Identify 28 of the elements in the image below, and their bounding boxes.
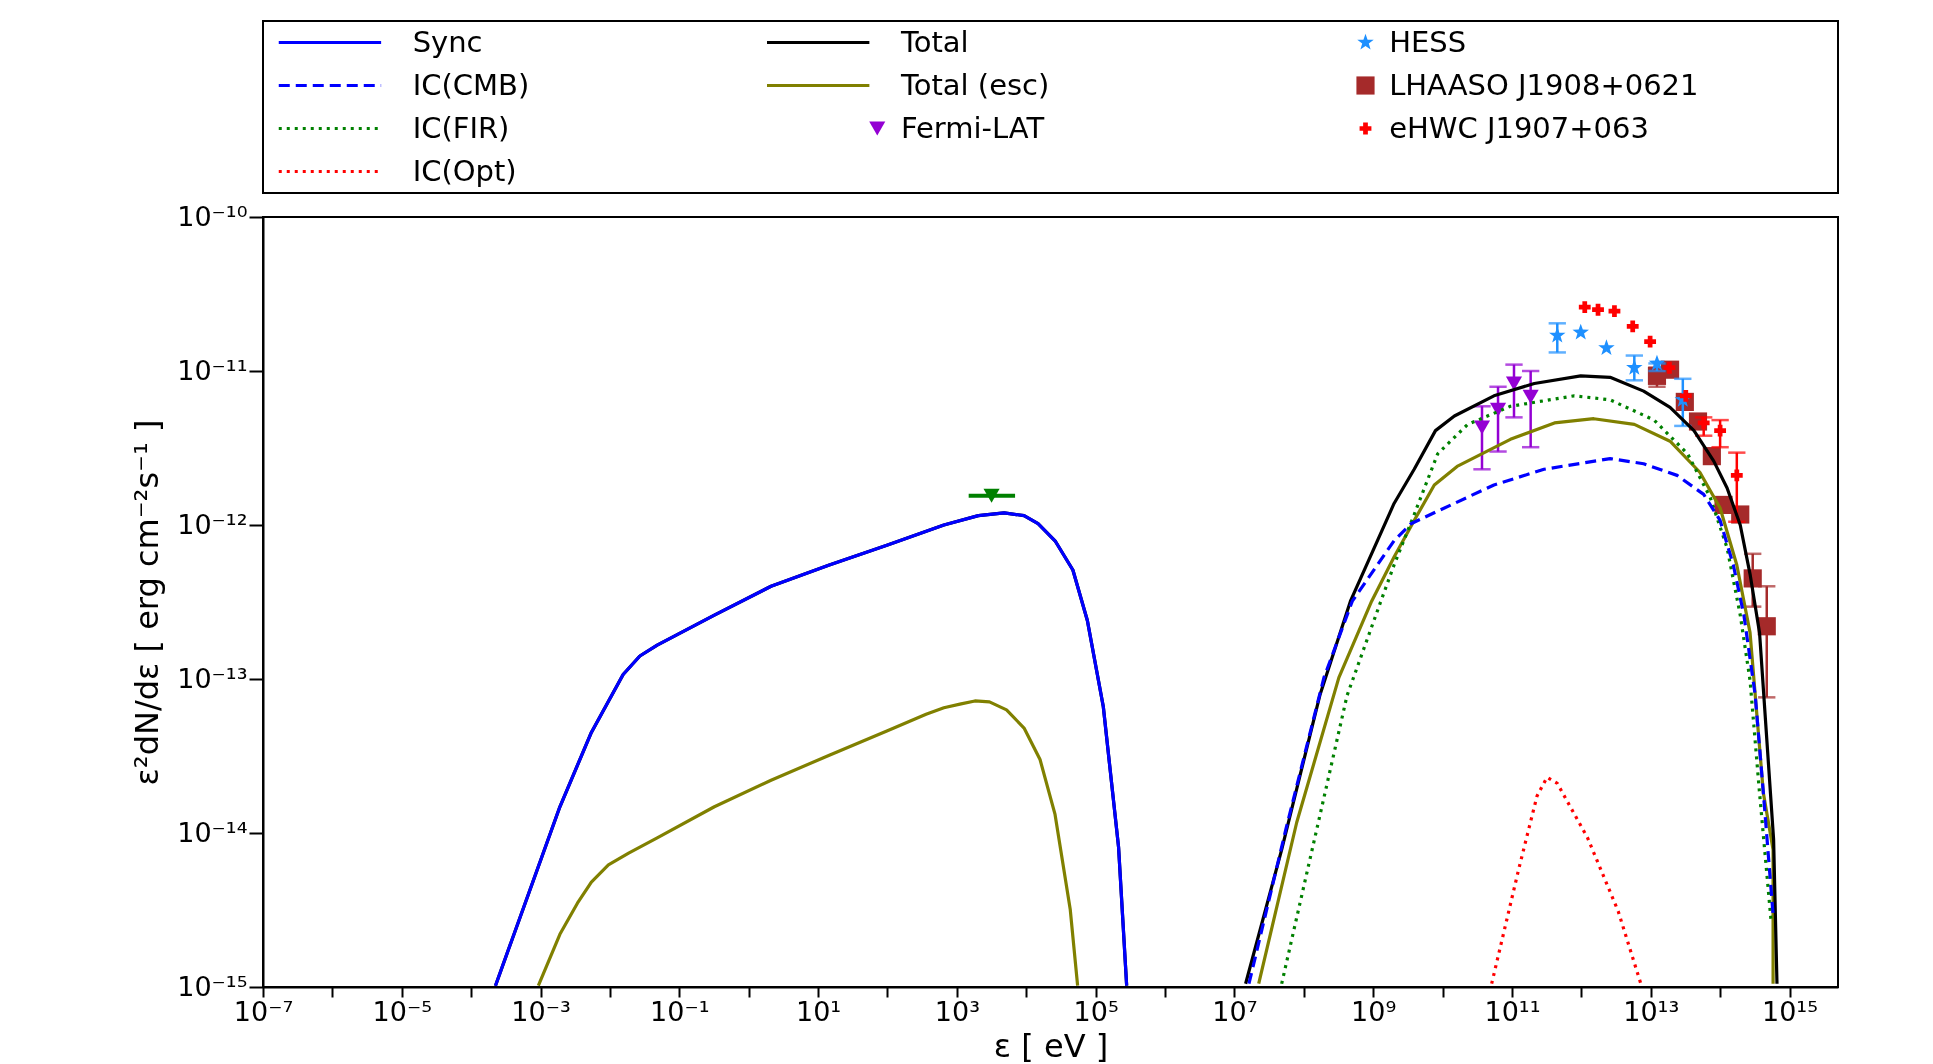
y-tick-label: 10⁻¹¹ (177, 354, 248, 386)
x-tick-label: 10⁷ (1212, 995, 1258, 1027)
x-tick-label: 10¹⁵ (1761, 995, 1819, 1027)
y-tick-label: 10⁻¹⁰ (177, 200, 248, 232)
legend-label: Total (esc) (899, 67, 1050, 102)
legend-label: IC(CMB) (412, 67, 530, 102)
legend-label: Fermi-LAT (900, 110, 1045, 145)
x-tick-label: 10³ (934, 995, 980, 1027)
x-tick-label: 10⁹ (1351, 995, 1397, 1027)
x-tick-label: 10¹ (796, 995, 842, 1027)
legend-label: Sync (412, 24, 483, 59)
x-tick-label: 10⁻³ (511, 995, 571, 1027)
x-tick-label: 10¹¹ (1484, 995, 1541, 1027)
x-tick-label: 10⁻¹ (650, 995, 710, 1027)
legend-label: IC(Opt) (412, 153, 517, 188)
x-tick-label: 10¹³ (1623, 995, 1680, 1027)
y-tick-label: 10⁻¹⁴ (177, 816, 248, 848)
legend-label: IC(FIR) (412, 110, 510, 145)
legend-label: Total (899, 24, 969, 59)
y-axis-title: ε²dN/dε [ erg cm⁻²s⁻¹ ] (128, 419, 167, 786)
x-tick-label: 10⁻⁵ (372, 995, 432, 1027)
legend-label: eHWC J1907+063 (1389, 110, 1649, 145)
y-tick-label: 10⁻¹³ (177, 662, 248, 694)
x-axis-title: ε [ eV ] (993, 1026, 1109, 1064)
x-tick-label: 10⁵ (1073, 995, 1119, 1027)
legend-label: LHAASO J1908+0621 (1389, 67, 1699, 102)
legend-label: HESS (1389, 24, 1467, 59)
y-tick-label: 10⁻¹² (177, 508, 248, 540)
